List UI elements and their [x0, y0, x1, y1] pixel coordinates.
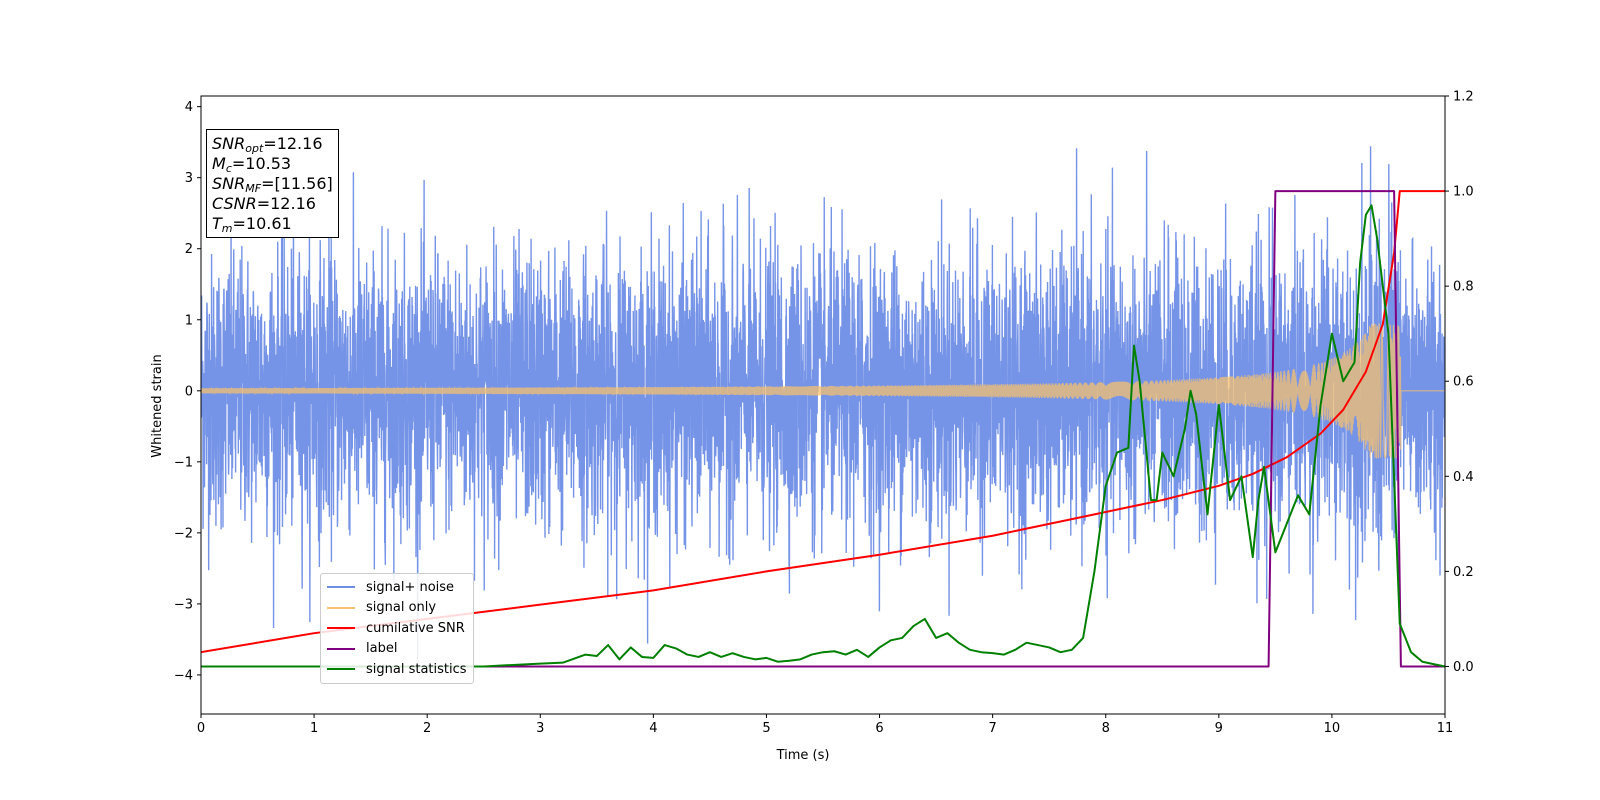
- y-left-tick-label: −1: [174, 455, 193, 470]
- series-group: [201, 146, 1445, 668]
- x-tick-label: 5: [762, 721, 770, 736]
- tm-subscript: m: [221, 222, 233, 235]
- mc-symbol: M: [212, 154, 226, 173]
- plot-area: [201, 146, 1445, 668]
- snr-opt-symbol: SNR: [212, 134, 246, 153]
- stats-annotation-box: SNRopt=12.16 Mc=10.53 SNRMF=[11.56] CSNR…: [206, 129, 339, 238]
- legend-swatch-signal-noise: [327, 586, 355, 589]
- legend: signal+ noise signal only cumilative SNR…: [320, 573, 474, 684]
- y-left-tick-label: 3: [185, 171, 193, 186]
- series-signal-noise: [201, 146, 1445, 660]
- legend-item-cumulative-snr: cumilative SNR: [327, 618, 467, 639]
- legend-item-signal-only: signal only: [327, 598, 467, 619]
- y-left-tick-label: −3: [174, 597, 193, 612]
- legend-item-signal-noise: signal+ noise: [327, 577, 467, 598]
- csnr-value: =12.16: [256, 194, 316, 213]
- x-axis-label: Time (s): [776, 748, 830, 763]
- legend-label-signal-only: signal only: [366, 600, 437, 616]
- y-left-tick-label: 2: [185, 242, 193, 257]
- snr-opt-line: SNRopt=12.16: [212, 134, 333, 154]
- x-tick-label: 10: [1324, 721, 1341, 736]
- x-tick-label: 8: [1102, 721, 1110, 736]
- legend-label-cumulative-snr: cumilative SNR: [366, 620, 465, 636]
- x-tick-label: 4: [649, 721, 657, 736]
- tm-value: =10.61: [232, 214, 292, 233]
- csnr-line: CSNR=12.16: [212, 194, 333, 214]
- legend-item-signal-statistics: signal statistics: [327, 659, 467, 680]
- y-axis-right: 0.0 0.2 0.4 0.6 0.8 1.0 1.2: [1445, 90, 1474, 675]
- plot-frame: [200, 95, 1446, 715]
- snr-mf-subscript: MF: [245, 182, 262, 195]
- y-left-tick-label: −4: [174, 668, 193, 683]
- mc-value: =10.53: [231, 154, 292, 173]
- y-left-tick-label: 4: [185, 100, 193, 115]
- axes-frame: [200, 95, 1446, 715]
- legend-label-signal-noise: signal+ noise: [366, 579, 455, 595]
- snr-opt-subscript: opt: [245, 142, 264, 155]
- y-right-tick-label: 1.2: [1453, 90, 1474, 105]
- mc-subscript: c: [225, 162, 232, 175]
- series-cumulative-snr: [201, 190, 1445, 654]
- legend-swatch-signal-only: [327, 606, 355, 609]
- y-left-tick-label: −2: [174, 526, 193, 541]
- y-left-tick-label: 0: [185, 384, 193, 399]
- csnr-symbol: CSNR: [212, 194, 257, 213]
- y-right-tick-label: 0.0: [1453, 660, 1474, 675]
- tm-symbol: T: [212, 214, 222, 233]
- series-label: [201, 190, 1445, 668]
- x-tick-label: 7: [988, 721, 996, 736]
- y-left-tick-label: 1: [185, 313, 193, 328]
- y-right-tick-label: 0.4: [1453, 470, 1474, 485]
- x-tick-label: 3: [536, 721, 544, 736]
- snr-opt-value: =12.16: [263, 134, 323, 153]
- y-right-tick-label: 0.2: [1453, 565, 1474, 580]
- tm-line: Tm=10.61: [212, 214, 333, 234]
- x-tick-label: 6: [875, 721, 883, 736]
- mc-line: Mc=10.53: [212, 154, 333, 174]
- legend-label-label: label: [366, 641, 398, 657]
- snr-mf-value: =[11.56]: [261, 174, 333, 193]
- series-signal-only: [201, 323, 1445, 459]
- x-tick-label: 2: [423, 721, 431, 736]
- legend-swatch-label: [327, 647, 355, 650]
- legend-swatch-cumulative-snr: [327, 627, 355, 630]
- snr-mf-symbol: SNR: [212, 174, 246, 193]
- x-tick-label: 9: [1215, 721, 1223, 736]
- series-signal-statistics: [201, 204, 1445, 668]
- x-tick-label: 11: [1437, 721, 1454, 736]
- legend-label-signal-statistics: signal statistics: [366, 661, 467, 677]
- x-axis: 0 1 2 3 4 5 6 7 8 9 10 11: [197, 714, 1453, 736]
- legend-item-label: label: [327, 639, 467, 660]
- y-axis-label: Whitened strain: [150, 354, 165, 457]
- x-tick-label: 0: [197, 721, 205, 736]
- y-right-tick-label: 1.0: [1453, 185, 1474, 200]
- x-tick-label: 1: [310, 721, 318, 736]
- y-axis-left: −4 −3 −2 −1 0 1 2 3 4: [174, 100, 201, 683]
- legend-swatch-signal-statistics: [327, 668, 355, 671]
- y-right-tick-label: 0.6: [1453, 375, 1474, 390]
- y-right-tick-label: 0.8: [1453, 280, 1474, 295]
- snr-mf-line: SNRMF=[11.56]: [212, 174, 333, 194]
